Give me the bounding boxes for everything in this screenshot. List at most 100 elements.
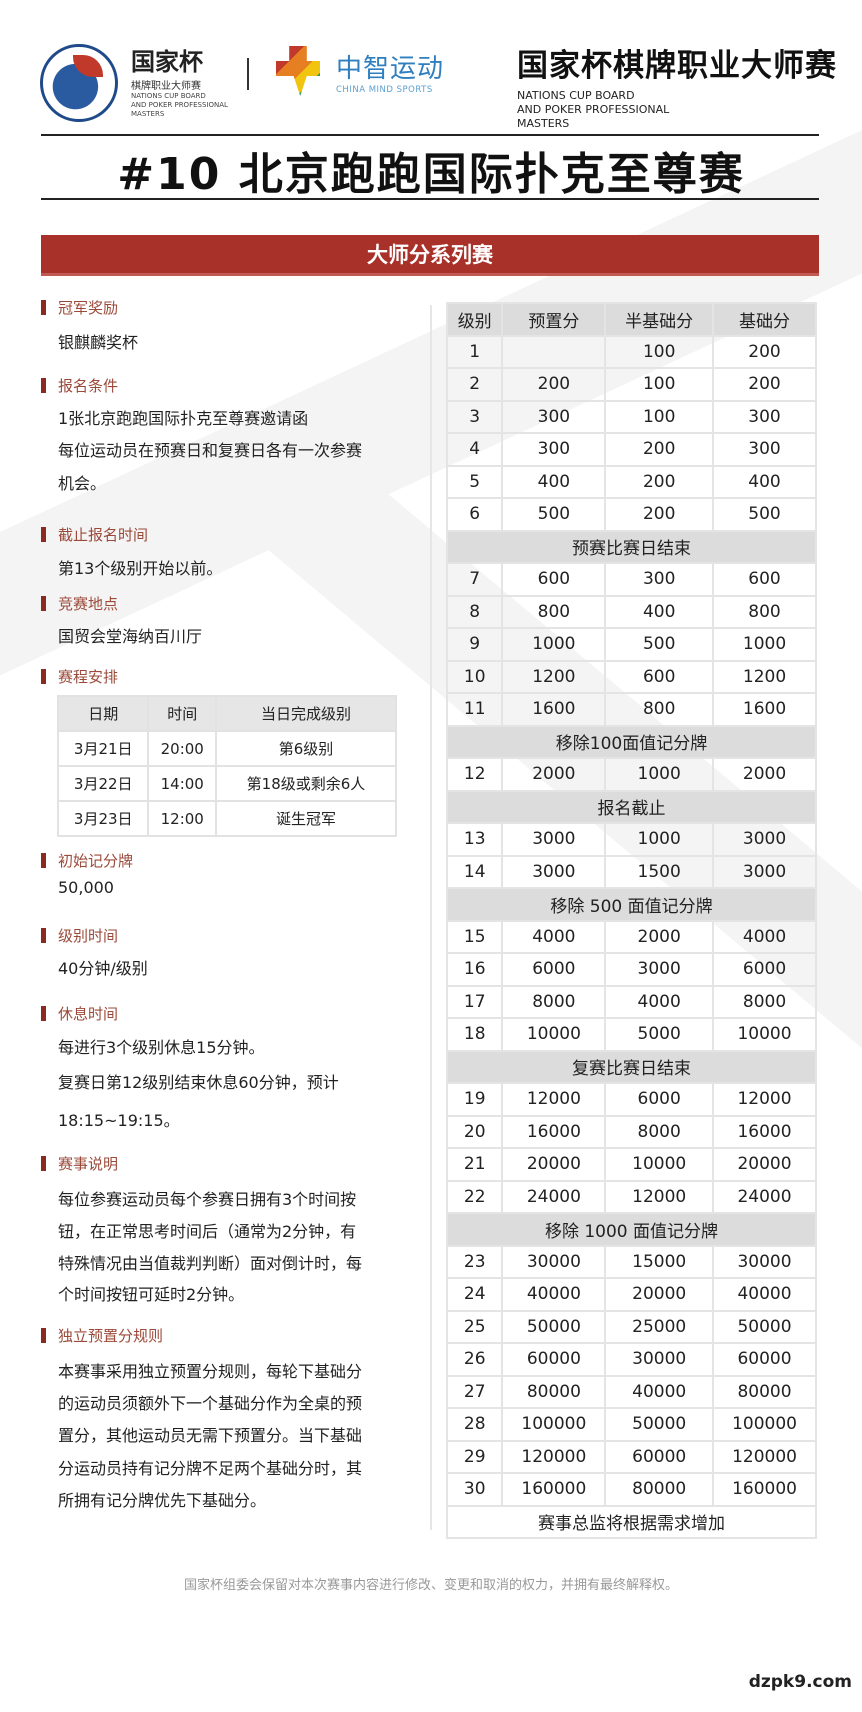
ante-cell: 80000 (501, 1374, 607, 1409)
schedule-cell: 14:00 (147, 765, 217, 802)
ante-cell: 3000 (501, 822, 607, 857)
small-blind-cell: 300 (604, 562, 715, 597)
small-blind-cell: 600 (604, 659, 715, 694)
ante-cell: 6000 (501, 952, 607, 987)
schedule-cell: 诞生冠军 (214, 800, 398, 837)
level-cell: 2 (445, 367, 504, 402)
stack-text: 50,000 (58, 878, 114, 897)
big-blind-cell: 1600 (712, 692, 817, 727)
level-cell: 16 (445, 952, 504, 987)
level-row: 5 400 200 400 (445, 464, 817, 499)
big-blind-header: 基础分 (712, 302, 817, 337)
level-row: 25 50000 25000 50000 (445, 1309, 817, 1344)
ante-cell (501, 334, 607, 369)
venue-text: 国贸会堂海纳百川厅 (58, 627, 203, 646)
level-row: 9 1000 500 1000 (445, 627, 817, 662)
ante-cell: 3000 (501, 854, 607, 889)
ante-cell: 400 (501, 464, 607, 499)
level-row: 19 12000 6000 12000 (445, 1082, 817, 1117)
notes-line: 特殊情况由当值裁判判断）面对倒计时，每 (58, 1254, 363, 1273)
schedule-cell: 3月23日 (56, 800, 150, 837)
ante-cell: 1600 (501, 692, 607, 727)
small-blind-cell: 60000 (604, 1439, 715, 1474)
ante-cell: 8000 (501, 984, 607, 1019)
schedule-cell: 第18级或剩余6人 (214, 765, 398, 802)
logo3-en-3: MASTERS (517, 117, 570, 130)
notes-line: 每位参赛运动员每个参赛日拥有3个时间按 (58, 1190, 357, 1209)
section-heading-notes: 赛事说明 (41, 1153, 118, 1174)
small-blind-cell: 400 (604, 594, 715, 629)
logo3-en-2: AND POKER PROFESSIONAL (517, 103, 670, 116)
ante-cell: 4000 (501, 919, 607, 954)
level-cell: 18 (445, 1017, 504, 1052)
small-blind-cell: 1000 (604, 822, 715, 857)
level-cell: 8 (445, 594, 504, 629)
level-cell: 15 (445, 919, 504, 954)
level-divider-text: 预赛比赛日结束 (446, 529, 817, 564)
level-cell: 26 (445, 1342, 504, 1377)
level-cell: 13 (445, 822, 504, 857)
level-cell: 23 (445, 1244, 504, 1279)
ante-cell: 40000 (501, 1277, 607, 1312)
blind-level-table: 级别 预置分 半基础分 基础分 1 100 200 2 200 100 200 3 300 100… (445, 302, 817, 1539)
small-blind-cell: 200 (604, 432, 715, 467)
small-blind-cell: 800 (604, 692, 715, 727)
level-row: 22 24000 12000 24000 (445, 1179, 817, 1214)
big-blind-cell: 300 (712, 399, 817, 434)
ante-cell: 50000 (501, 1309, 607, 1344)
ante-line: 所拥有记分牌优先下基础分。 (58, 1491, 267, 1510)
logo-divider (247, 58, 249, 90)
small-blind-cell: 1500 (604, 854, 715, 889)
level-row: 27 80000 40000 80000 (445, 1374, 817, 1409)
deadline-text: 第13个级别开始以前。 (58, 559, 223, 578)
small-blind-cell: 30000 (604, 1342, 715, 1377)
ante-cell: 800 (501, 594, 607, 629)
level-row: 17 8000 4000 8000 (445, 984, 817, 1019)
big-blind-cell: 1200 (712, 659, 817, 694)
big-blind-cell: 160000 (712, 1472, 817, 1507)
big-blind-cell: 200 (712, 367, 817, 402)
big-blind-cell: 300 (712, 432, 817, 467)
small-blind-cell: 20000 (604, 1277, 715, 1312)
logo1-en-1: NATIONS CUP BOARD (131, 92, 206, 100)
notes-line: 个时间按钮可延时2分钟。 (58, 1285, 245, 1304)
title-rule-bottom (41, 198, 819, 200)
small-blind-cell: 100 (604, 399, 715, 434)
level-divider-row: 移除 500 面值记分牌 (446, 887, 817, 922)
small-blind-cell: 80000 (604, 1472, 715, 1507)
level-row: 23 30000 15000 30000 (445, 1244, 817, 1279)
level-cell: 20 (445, 1114, 504, 1149)
big-blind-cell: 80000 (712, 1374, 817, 1409)
level-cell: 24 (445, 1277, 504, 1312)
section-heading-level-time: 级别时间 (41, 925, 118, 946)
schedule-header: 当日完成级别 (214, 695, 398, 732)
small-blind-cell: 10000 (604, 1147, 715, 1182)
schedule-cell: 第6级别 (214, 730, 398, 767)
breaks-line: 复赛日第12级别结束休息60分钟，预计 (58, 1073, 339, 1092)
small-blind-cell: 200 (604, 497, 715, 532)
big-blind-cell: 60000 (712, 1342, 817, 1377)
level-row: 21 20000 10000 20000 (445, 1147, 817, 1182)
small-blind-cell: 40000 (604, 1374, 715, 1409)
big-blind-cell: 16000 (712, 1114, 817, 1149)
level-divider-row: 移除 1000 面值记分牌 (446, 1212, 817, 1247)
levels-footer-note: 赛事总监将根据需求增加 (446, 1504, 817, 1539)
china-mind-sports-mark (276, 46, 320, 96)
level-cell: 7 (445, 562, 504, 597)
small-blind-cell: 15000 (604, 1244, 715, 1279)
level-cell: 25 (445, 1309, 504, 1344)
logo3-en-1: NATIONS CUP BOARD (517, 89, 635, 102)
schedule-cell: 3月21日 (56, 730, 150, 767)
level-divider-text: 报名截止 (446, 789, 817, 824)
logo1-en-2: AND POKER PROFESSIONAL (131, 101, 228, 109)
section-heading-deadline: 截止报名时间 (41, 524, 148, 545)
big-blind-cell: 20000 (712, 1147, 817, 1182)
level-cell: 28 (445, 1407, 504, 1442)
section-heading-schedule: 赛程安排 (41, 666, 118, 687)
level-row: 14 3000 1500 3000 (445, 854, 817, 889)
schedule-cell: 20:00 (147, 730, 217, 767)
level-cell: 29 (445, 1439, 504, 1474)
level-row: 28 100000 50000 100000 (445, 1407, 817, 1442)
big-blind-cell: 200 (712, 334, 817, 369)
notes-line: 钮，在正常思考时间后（通常为2分钟，有 (58, 1222, 357, 1241)
